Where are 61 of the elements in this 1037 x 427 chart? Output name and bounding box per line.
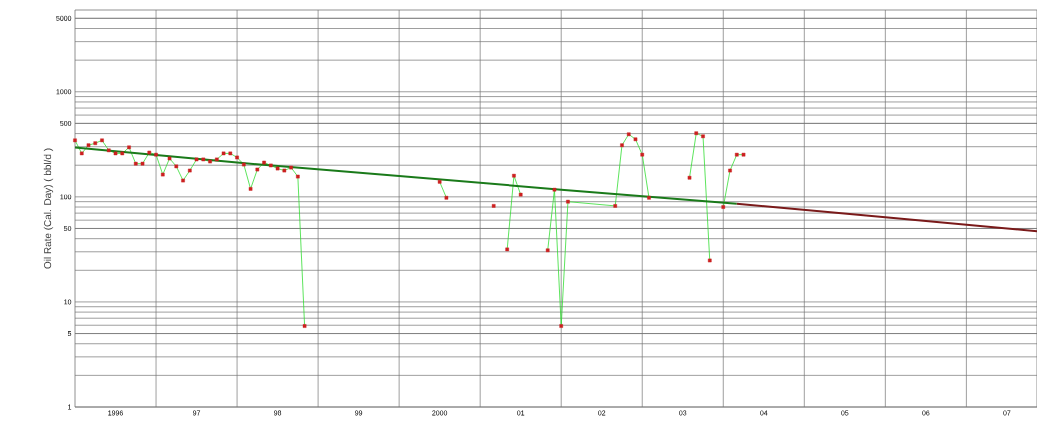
point xyxy=(194,157,199,162)
point xyxy=(73,138,77,143)
point xyxy=(160,172,165,177)
point xyxy=(201,157,206,162)
point xyxy=(444,195,449,200)
point xyxy=(275,166,280,171)
point xyxy=(255,167,260,172)
point xyxy=(296,174,300,179)
point xyxy=(248,187,253,191)
point xyxy=(269,163,273,168)
point xyxy=(262,160,266,165)
point xyxy=(174,164,179,169)
point xyxy=(181,178,185,183)
point xyxy=(120,151,125,156)
point xyxy=(728,168,732,173)
point xyxy=(552,187,557,192)
point xyxy=(647,195,651,200)
point xyxy=(215,157,219,162)
point xyxy=(559,324,563,328)
point xyxy=(154,152,158,157)
point xyxy=(242,162,246,167)
point xyxy=(491,204,496,208)
point xyxy=(302,324,307,328)
point xyxy=(694,131,699,136)
point xyxy=(545,248,550,253)
point xyxy=(707,258,712,263)
point xyxy=(127,145,131,150)
point xyxy=(626,132,631,137)
point xyxy=(188,168,192,173)
y-axis-title: Oil Rate (Cal. Day) ( bbl/d ) xyxy=(43,148,54,269)
point xyxy=(86,143,91,148)
line-series xyxy=(75,146,738,205)
point xyxy=(221,151,226,156)
point xyxy=(100,138,104,143)
point xyxy=(518,192,523,197)
point xyxy=(566,199,570,204)
point xyxy=(208,159,212,164)
point xyxy=(228,151,233,156)
point xyxy=(106,148,111,153)
point xyxy=(79,151,84,156)
point xyxy=(235,155,239,160)
point xyxy=(620,143,624,148)
point xyxy=(741,152,746,157)
point xyxy=(289,165,293,170)
point xyxy=(701,134,705,139)
point xyxy=(633,137,638,142)
point xyxy=(282,168,287,173)
point xyxy=(613,204,618,208)
point xyxy=(93,141,98,145)
point xyxy=(113,151,118,156)
point xyxy=(687,175,692,180)
point xyxy=(505,247,509,252)
point xyxy=(140,161,145,166)
point xyxy=(437,180,442,184)
point xyxy=(167,156,172,161)
point xyxy=(721,205,726,209)
point xyxy=(734,152,739,157)
point xyxy=(640,152,645,157)
point xyxy=(147,150,152,155)
point xyxy=(133,161,138,166)
point xyxy=(512,173,516,178)
